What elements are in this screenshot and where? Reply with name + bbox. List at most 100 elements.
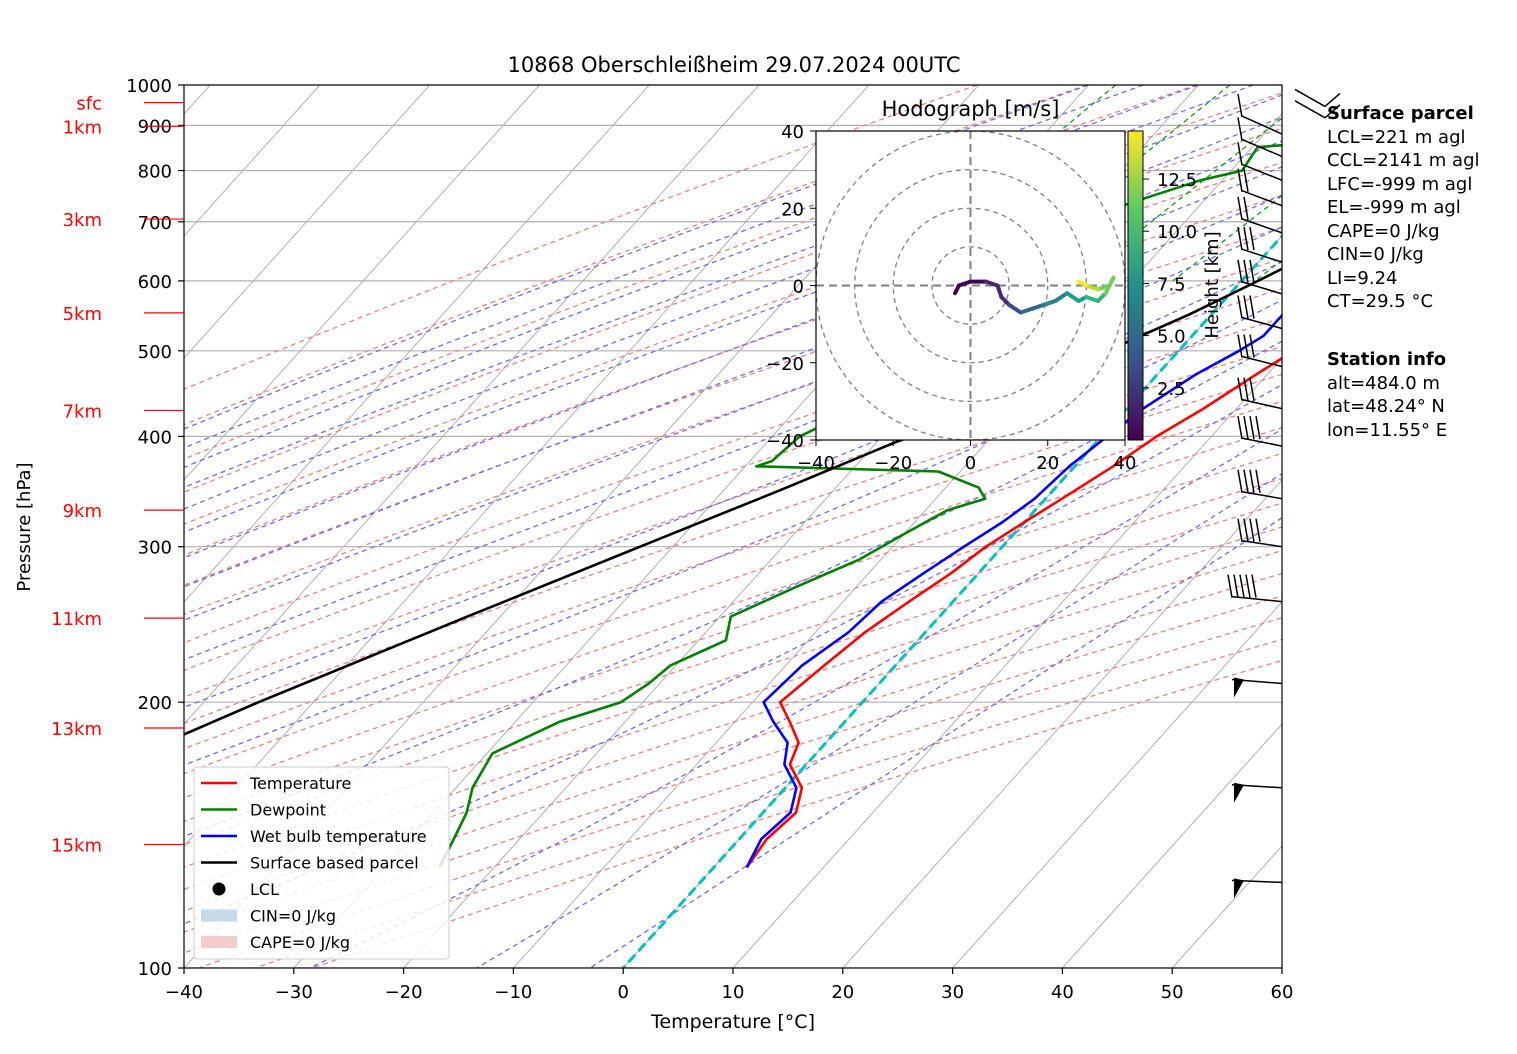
- legend-label: Temperature: [249, 774, 351, 793]
- x-tick-label: 30: [941, 982, 964, 1003]
- y-tick-label: 400: [138, 427, 172, 448]
- wind-barb: [1237, 377, 1283, 410]
- dry-adiabat: [184, 452, 1282, 823]
- wind-barb-shaft: [1241, 163, 1283, 181]
- legend-label: LCL: [250, 880, 279, 899]
- moist-adiabat: [184, 261, 1282, 708]
- wind-barb-feather: [1227, 574, 1233, 598]
- y-tick-label: 500: [138, 342, 172, 363]
- wind-barb-shaft: [1241, 355, 1283, 368]
- wind-barb-feather: [1243, 377, 1249, 401]
- colorbar: [1127, 130, 1144, 441]
- surface-parcel-line: CAPE=0 J/kg: [1327, 220, 1440, 242]
- hodograph-trace: [956, 279, 973, 288]
- mixing-ratio-line: [1076, 117, 1282, 282]
- station-info-line: alt=484.0 m: [1327, 372, 1440, 394]
- dry-adiabat: [184, 317, 1282, 698]
- hodograph-trace: [995, 283, 1004, 300]
- wind-barb-feather: [1243, 295, 1249, 319]
- isotherm-line: [952, 601, 1282, 968]
- wind-barb: [1237, 117, 1283, 158]
- height-label: 9km: [63, 501, 102, 522]
- wind-barb-shaft: [1241, 281, 1283, 295]
- hodograph-trace: [1084, 295, 1100, 303]
- hodograph-y-tick-label: −20: [766, 354, 804, 375]
- legend-label: Wet bulb temperature: [250, 827, 427, 846]
- colorbar-tick-label: 10.0: [1157, 222, 1197, 243]
- legend: Temperature Dewpoint Wet bulb temperature S…: [193, 766, 450, 960]
- wind-barb-feather: [1237, 196, 1243, 221]
- wind-barb-shaft: [1241, 490, 1283, 500]
- dry-adiabat: [184, 288, 1282, 671]
- legend-label: CAPE=0 J/kg: [250, 933, 350, 952]
- mixing-ratio-line: [1502, 85, 1517, 281]
- x-tick-label: 50: [1161, 982, 1184, 1003]
- dry-adiabat: [184, 85, 1088, 426]
- wind-barb-feather: [1249, 469, 1255, 493]
- legend-box: [193, 766, 450, 960]
- x-tick-label: 10: [722, 982, 745, 1003]
- station-info-panel: Station info alt=484.0 m lat=48.24° N lo…: [1327, 348, 1447, 442]
- height-label: sfc: [76, 94, 102, 115]
- x-tick-label: 20: [831, 982, 854, 1003]
- wind-barb: [1237, 227, 1283, 263]
- y-tick-label: 700: [138, 213, 172, 234]
- wind-barb-feather: [1237, 93, 1243, 118]
- surface-parcel-line: CT=29.5 °C: [1327, 291, 1434, 312]
- x-tick-label: 60: [1271, 982, 1294, 1003]
- y-tick-label: 300: [138, 538, 172, 559]
- wind-barb-feather: [1237, 259, 1243, 284]
- hodograph-trace: [1007, 302, 1023, 315]
- isotherm-line: [184, 85, 760, 725]
- height-label: 15km: [51, 835, 102, 856]
- mixing-ratio-line: [1172, 194, 1282, 282]
- isotherm-line: [184, 85, 321, 237]
- wind-barb: [1237, 142, 1283, 181]
- wind-barb-feather: [1243, 227, 1249, 251]
- wind-barb-shaft: [1241, 115, 1283, 135]
- wind-barb-feather: [1243, 415, 1249, 440]
- isotherm-line: [184, 85, 650, 603]
- hodograph-trace: [1084, 283, 1100, 292]
- wind-barb-feather: [1237, 295, 1243, 319]
- surface-parcel-line: CCL=2141 m agl: [1327, 150, 1480, 171]
- chart-title: 10868 Oberschleißheim 29.07.2024 00UTC: [508, 53, 961, 77]
- wind-barb-feather: [1237, 142, 1243, 166]
- wind-barb-feather: [1243, 469, 1249, 493]
- wind-barb-feather: [1255, 469, 1261, 493]
- isotherm-line: [1062, 723, 1282, 968]
- hodograph-y-tick-label: 40: [781, 122, 804, 143]
- hodograph-trace: [1053, 291, 1070, 303]
- wind-barb-feather: [1237, 334, 1243, 358]
- height-label: 13km: [51, 719, 102, 740]
- wind-barb-feather: [1239, 574, 1245, 598]
- moist-adiabat: [184, 340, 1282, 838]
- wind-barb-feather: [1249, 259, 1255, 284]
- surface-parcel-line: LI=9.24: [1327, 267, 1398, 289]
- hodograph-title: Hodograph [m/s]: [882, 97, 1060, 121]
- wind-barb-feather: [1251, 574, 1257, 598]
- wind-barb-feather: [1237, 469, 1243, 493]
- legend-swatch: [201, 909, 237, 922]
- hodograph-background: [816, 131, 1125, 440]
- isotherm-line: [184, 85, 431, 359]
- wind-barb-feather: [1243, 518, 1249, 542]
- hodograph-y-tick-label: −40: [766, 431, 804, 452]
- wind-barb-feather: [1249, 227, 1255, 251]
- surface-parcel-panel: Surface parcel LCL=221 m agl CCL=2141 m …: [1327, 102, 1480, 314]
- surface-parcel-line: EL=-999 m agl: [1327, 197, 1461, 218]
- hodograph-x-tick-label: 0: [965, 453, 976, 474]
- isotherm-line: [184, 85, 540, 481]
- wind-barb-shaft: [1241, 316, 1283, 330]
- legend-label: CIN=0 J/kg: [250, 907, 336, 926]
- x-tick-label: −10: [494, 982, 532, 1003]
- x-tick-label: 40: [1051, 982, 1074, 1003]
- hodograph-ring: [931, 246, 1010, 325]
- moist-adiabat: [309, 428, 1282, 968]
- wind-barb-feather: [1249, 377, 1255, 401]
- y-axis-label: Pressure [hPa]: [14, 462, 35, 591]
- zero-isotherm-line: [622, 233, 1282, 968]
- wind-barb-shaft: [1231, 595, 1283, 603]
- wind-barb: [1237, 415, 1283, 447]
